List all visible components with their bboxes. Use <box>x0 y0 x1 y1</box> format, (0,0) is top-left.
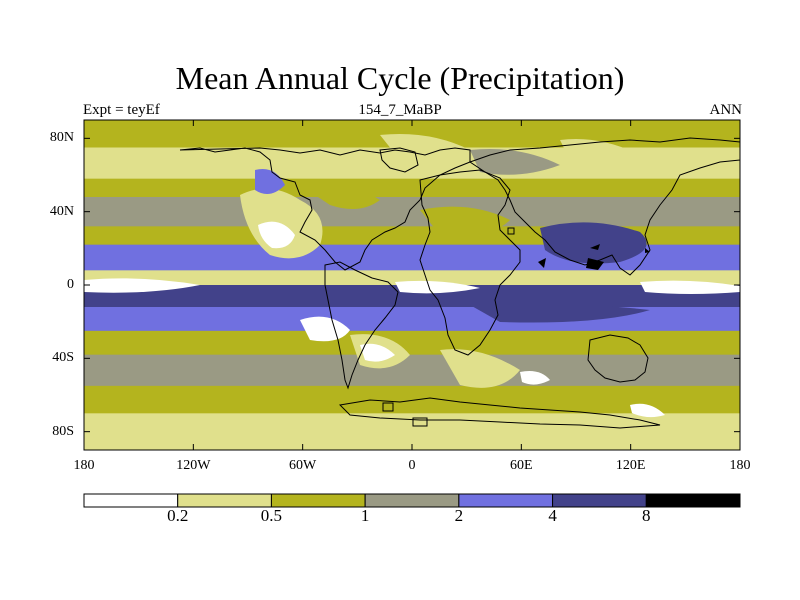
lat-label-4: 80S <box>52 423 74 439</box>
patch-asia-core1 <box>586 258 604 270</box>
coastline-north-america <box>179 147 471 271</box>
patch-southern-ocean-white <box>630 403 665 418</box>
season-label: ANN <box>709 102 743 118</box>
plot-title: Mean Annual Cycle (Precipitation) <box>175 60 625 96</box>
patch-arctic-light <box>380 134 470 162</box>
patch-western-na-dry <box>258 221 295 249</box>
patch-siberia-light <box>560 139 640 164</box>
zonal-band-3 <box>84 197 740 227</box>
colorbar-level-3: 2 <box>454 506 464 525</box>
zonal-band-11 <box>84 385 740 414</box>
colorbar-level-1: 0.5 <box>260 506 283 525</box>
coastline-greenland <box>379 147 419 173</box>
patch-australia-white <box>520 371 550 385</box>
axis-ticks <box>83 120 741 450</box>
lat-label-2: 0 <box>67 277 74 292</box>
island-3 <box>507 227 515 235</box>
patch-west-pacific-white <box>640 280 740 294</box>
colorbar-level-0: 0.2 <box>167 506 189 525</box>
lat-label-3: 40S <box>52 350 74 366</box>
time-label: 154_7_MaBP <box>358 102 442 118</box>
colorbar-box-6 <box>645 493 741 508</box>
colorbar-level-4: 4 <box>548 506 557 525</box>
patch-sahara <box>420 206 510 236</box>
contour-patches <box>84 134 740 418</box>
patch-europe-grey <box>470 149 560 175</box>
colorbar-level-2: 1 <box>360 506 370 525</box>
patch-asia-core2 <box>590 244 600 250</box>
zonal-band-2 <box>84 178 740 198</box>
lon-label-2: 60W <box>289 458 317 473</box>
lon-label-6: 180 <box>729 458 751 473</box>
zonal-band-9 <box>84 330 740 356</box>
patch-north-pacific-dry <box>240 188 323 259</box>
colorbar-box-5 <box>552 493 647 508</box>
lon-label-4: 60E <box>510 458 533 473</box>
zonal-band-10 <box>84 354 740 387</box>
coastline-europe-africa <box>419 169 521 356</box>
patch-east-pacific-white <box>84 278 200 293</box>
island-2 <box>412 417 428 427</box>
patch-indian-ocean-wet <box>470 303 650 323</box>
coastline-eurasia <box>468 137 740 276</box>
patch-asia-monsoon <box>540 222 647 264</box>
coastlines <box>179 137 740 429</box>
lon-label-3: 0 <box>408 458 416 473</box>
lon-label-1: 120W <box>176 458 211 473</box>
coastline-south-america <box>324 261 399 390</box>
experiment-label: Expt = teyEf <box>83 102 160 118</box>
colorbar-box-3 <box>364 493 460 508</box>
lat-label-1: 40N <box>49 203 74 219</box>
lon-label-0: 180 <box>73 458 95 473</box>
colorbar-box-1 <box>177 493 272 508</box>
patch-south-africa-light <box>440 349 520 388</box>
patch-north-atlantic <box>300 184 380 209</box>
patch-atlantic-white <box>395 280 480 294</box>
coastline-australia <box>587 334 649 383</box>
zonal-band-7 <box>84 285 740 308</box>
colorbar <box>83 493 741 508</box>
colorbar-box-0 <box>83 493 179 508</box>
coastline-antarctica <box>338 397 661 429</box>
patch-north-america-wet <box>255 169 285 194</box>
colorbar-level-5: 8 <box>642 506 651 525</box>
patch-south-pacific-dry <box>300 316 350 342</box>
zonal-band-6 <box>84 270 740 286</box>
colorbar-box-4 <box>458 493 554 508</box>
island-1 <box>382 402 394 412</box>
colorbar-box-2 <box>270 493 366 508</box>
lat-label-0: 80N <box>49 130 74 146</box>
patch-south-atlantic-white <box>360 343 395 362</box>
patch-asia-core3 <box>538 258 546 268</box>
lon-label-5: 120E <box>615 458 646 473</box>
map-field <box>84 120 740 450</box>
